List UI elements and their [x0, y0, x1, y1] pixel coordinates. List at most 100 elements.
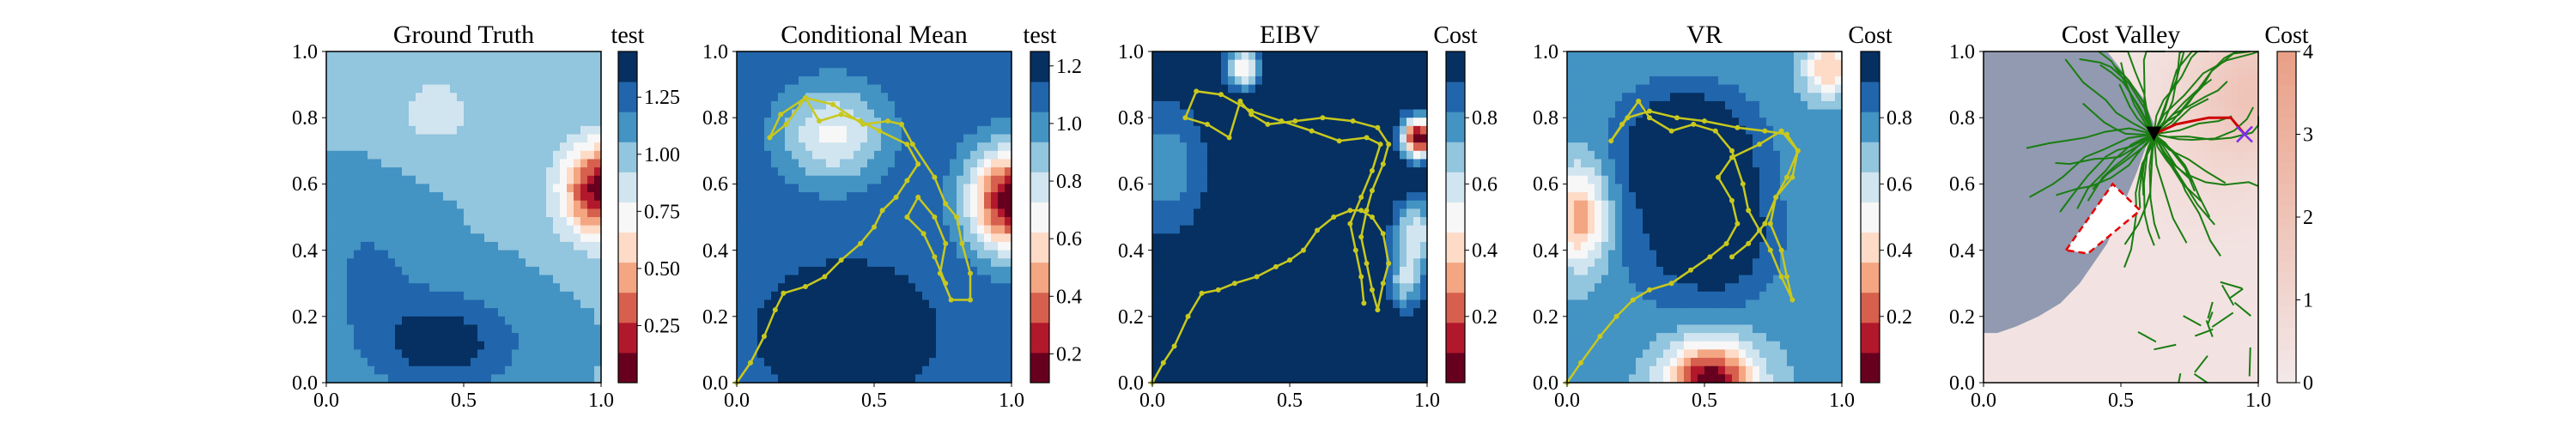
- heatmap-cell: [1262, 184, 1270, 193]
- heatmap-cell: [902, 324, 909, 334]
- heatmap-cell: [553, 341, 561, 350]
- heatmap-cell: [750, 283, 758, 293]
- heatmap-cell: [1173, 316, 1181, 326]
- heatmap-cell: [854, 283, 861, 293]
- heatmap-cell: [1365, 333, 1373, 342]
- heatmap-cell: [450, 225, 458, 234]
- heatmap-cell: [381, 84, 389, 94]
- heatmap-cell: [484, 159, 492, 168]
- heatmap-cell: [1331, 192, 1339, 202]
- heatmap-cell: [395, 184, 403, 193]
- heatmap-cell: [477, 118, 485, 127]
- heatmap-cell: [1235, 208, 1242, 218]
- heatmap-cell: [1228, 59, 1236, 69]
- heatmap-cell: [354, 308, 361, 317]
- heatmap-cell: [505, 51, 513, 61]
- heatmap-cell: [1228, 100, 1236, 111]
- heatmap-cell: [977, 208, 985, 218]
- heatmap-cell: [1255, 51, 1263, 61]
- heatmap-cell: [1338, 233, 1346, 243]
- heatmap-cell: [950, 358, 957, 367]
- heatmap-cell: [1180, 258, 1188, 268]
- heatmap-cell: [1159, 125, 1167, 136]
- heatmap-cell: [1393, 308, 1400, 317]
- heatmap-cell: [1379, 233, 1387, 243]
- heatmap-cell: [895, 308, 902, 317]
- heatmap-cell: [326, 324, 334, 334]
- heatmap-cell: [477, 333, 485, 342]
- heatmap-cell: [1283, 142, 1291, 152]
- heatmap-cell: [1180, 349, 1188, 359]
- heatmap-cell: [574, 275, 581, 284]
- heatmap-cell: [854, 142, 861, 152]
- heatmap-cell: [1166, 134, 1174, 143]
- heatmap-cell: [1166, 109, 1174, 118]
- heatmap-cell: [950, 341, 957, 350]
- heatmap-cell: [908, 100, 916, 111]
- heatmap-cell: [1194, 358, 1201, 367]
- heatmap-cell: [416, 258, 423, 268]
- heatmap-cell: [464, 84, 471, 94]
- heatmap-cell: [567, 109, 574, 118]
- heatmap-cell: [922, 225, 930, 234]
- heatmap-cell: [805, 349, 813, 359]
- heatmap-cell: [326, 84, 334, 94]
- heatmap-cell: [1400, 225, 1407, 234]
- heatmap-cell: [1393, 150, 1400, 160]
- heatmap-cell: [833, 68, 841, 77]
- heatmap-cell: [560, 125, 568, 136]
- heatmap-cell: [1420, 358, 1428, 367]
- heatmap-cell: [395, 233, 403, 243]
- heatmap-cell: [1345, 258, 1352, 268]
- heatmap-cell: [950, 225, 957, 234]
- heatmap-cell: [498, 167, 506, 177]
- heatmap-cell: [416, 109, 423, 118]
- heatmap-cell: [368, 51, 375, 61]
- heatmap-cell: [1406, 76, 1414, 86]
- heatmap-cell: [915, 358, 923, 367]
- heatmap-cell: [991, 308, 999, 317]
- heatmap-cell: [950, 250, 957, 259]
- heatmap-cell: [984, 324, 992, 334]
- heatmap-cell: [1331, 275, 1339, 284]
- heatmap-cell: [1152, 192, 1160, 202]
- heatmap-cell: [491, 84, 499, 94]
- heatmap-cell: [1317, 51, 1325, 61]
- heatmap-cell: [368, 175, 375, 184]
- heatmap-cell: [580, 324, 588, 334]
- heatmap-cell: [771, 76, 779, 86]
- heatmap-cell: [943, 76, 951, 86]
- heatmap-cell: [785, 250, 793, 259]
- heatmap-cell: [1406, 316, 1414, 326]
- path-point: [1315, 227, 1320, 233]
- heatmap-cell: [888, 51, 896, 61]
- heatmap-cell: [368, 233, 375, 243]
- heatmap-cell: [388, 200, 396, 209]
- heatmap-cell: [1221, 333, 1229, 342]
- colorbar-band: [618, 82, 637, 112]
- heatmap-cell: [1152, 100, 1160, 111]
- heatmap-cell: [553, 241, 561, 251]
- heatmap-cell: [744, 374, 751, 384]
- heatmap-cell: [1413, 283, 1421, 293]
- heatmap-cell: [970, 233, 978, 243]
- heatmap-cell: [812, 142, 820, 152]
- heatmap-cell: [580, 275, 588, 284]
- path-line: [735, 95, 972, 384]
- heatmap-cell: [498, 192, 506, 202]
- heatmap-cell: [764, 333, 772, 342]
- heatmap-cell: [1303, 308, 1311, 317]
- heatmap-cell: [881, 93, 889, 102]
- heatmap-cell: [450, 291, 458, 301]
- heatmap-cell: [1358, 316, 1366, 326]
- heatmap-cell: [1413, 159, 1421, 168]
- heatmap-cell: [826, 241, 834, 251]
- heatmap-cell: [422, 316, 430, 326]
- heatmap-cell: [840, 192, 848, 202]
- heatmap-cell: [950, 68, 957, 77]
- heatmap-cell: [1324, 100, 1332, 111]
- heatmap-cell: [826, 283, 834, 293]
- heatmap-cell: [833, 374, 841, 384]
- heatmap-cell: [1303, 68, 1311, 77]
- heatmap-cell: [326, 51, 334, 61]
